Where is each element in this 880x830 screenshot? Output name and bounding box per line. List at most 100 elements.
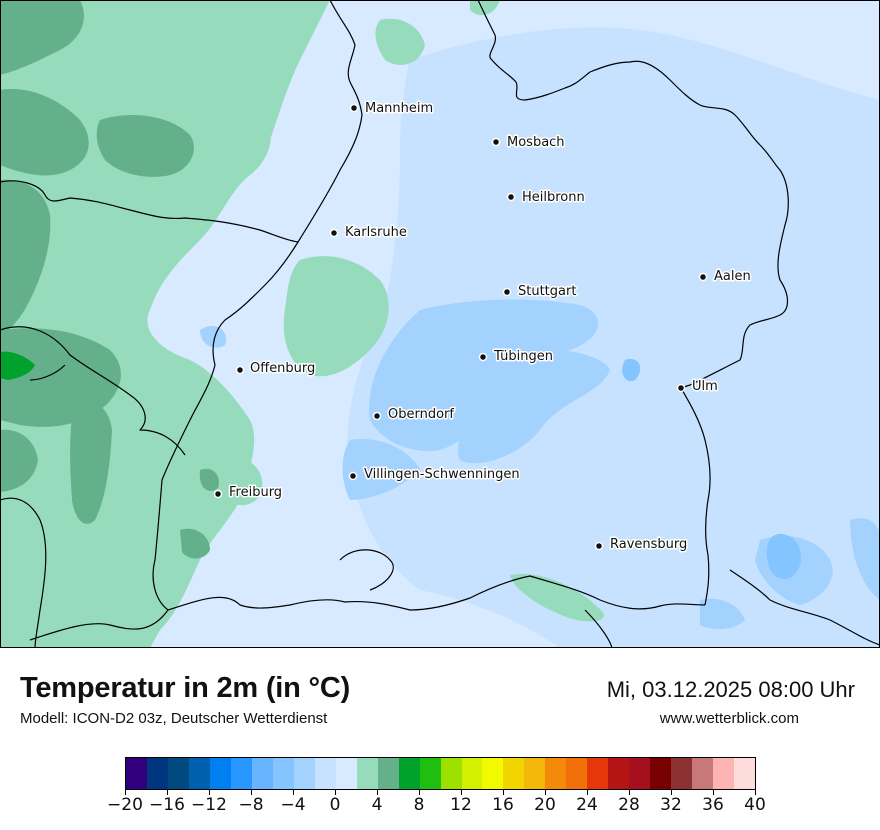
svg-text:Oberndorf: Oberndorf: [388, 407, 454, 422]
city-villingen-schwenningen: Villingen-Schwenningen: [348, 466, 521, 484]
city-stuttgart: Stuttgart: [502, 283, 578, 301]
colorbar-segment: [629, 758, 651, 789]
svg-text:Ravensburg: Ravensburg: [610, 537, 687, 552]
colorbar-segment: [692, 758, 714, 789]
colorbar-segment: [713, 758, 735, 789]
colorbar-tick-label: 32: [660, 795, 682, 815]
city-karlsruhe: Karlsruhe: [329, 224, 408, 242]
svg-text:Aalen: Aalen: [714, 269, 751, 284]
city-markers: Mannheim Mosbach Heilbronn Karlsruhe Aal…: [213, 100, 752, 554]
colorbar-segment: [272, 758, 294, 789]
colorbar-segment: [167, 758, 189, 789]
colorbar-segment: [314, 758, 336, 789]
colorbar-tick: [293, 790, 294, 795]
colorbar-tick-label: −20: [107, 795, 143, 815]
temperature-band-minus6-minus4: [622, 359, 801, 580]
colorbar-segment: [209, 758, 231, 789]
colorbar-tick-label: 40: [744, 795, 766, 815]
svg-text:Stuttgart: Stuttgart: [518, 284, 576, 299]
city-oberndorf: Oberndorf: [372, 406, 456, 424]
colorbar-segment: [734, 758, 756, 789]
temperature-colorbar: [125, 757, 756, 790]
temperature-band-minus2-0: [347, 27, 880, 648]
svg-text:Freiburg: Freiburg: [229, 485, 282, 500]
colorbar-segment: [461, 758, 483, 789]
model-source: Modell: ICON-D2 03z, Deutscher Wetterdie…: [20, 710, 328, 727]
city-mannheim: Mannheim: [349, 100, 435, 118]
colorbar-segment: [251, 758, 273, 789]
colorbar-segment: [608, 758, 630, 789]
svg-text:Heilbronn: Heilbronn: [522, 190, 585, 205]
city-ravensburg: Ravensburg: [594, 536, 689, 554]
colorbar-tick-label: 20: [534, 795, 556, 815]
city-offenburg: Offenburg: [235, 360, 317, 378]
colorbar-tick: [335, 790, 336, 795]
colorbar-tick-label: −4: [280, 795, 306, 815]
forecast-datetime: Mi, 03.12.2025 08:00 Uhr: [606, 677, 855, 702]
colorbar-segment: [671, 758, 693, 789]
colorbar-segment: [545, 758, 567, 789]
colorbar-tick-label: −16: [149, 795, 185, 815]
colorbar-tick: [125, 790, 126, 795]
colorbar-segment: [398, 758, 420, 789]
colorbar-segment: [419, 758, 441, 789]
city-mosbach: Mosbach: [491, 134, 566, 152]
colorbar-tick: [167, 790, 168, 795]
colorbar-tick-label: 12: [450, 795, 472, 815]
temperature-band-4-6: [0, 0, 219, 559]
colorbar-segment: [188, 758, 210, 789]
colorbar-tick: [251, 790, 252, 795]
colorbar-segment: [335, 758, 357, 789]
colorbar-segment: [503, 758, 525, 789]
svg-text:Mannheim: Mannheim: [365, 101, 433, 116]
colorbar-tick: [545, 790, 546, 795]
state-borders: [0, 0, 880, 648]
website-link[interactable]: www.wetterblick.com: [659, 710, 799, 727]
city-aalen: Aalen: [698, 268, 752, 286]
colorbar-tick-label: 24: [576, 795, 598, 815]
colorbar-segment: [440, 758, 462, 789]
colorbar-segment: [356, 758, 378, 789]
colorbar-tick: [671, 790, 672, 795]
city-ulm: Ulm: [676, 378, 719, 396]
colorbar-tick: [587, 790, 588, 795]
colorbar-segment: [146, 758, 168, 789]
colorbar-segment: [293, 758, 315, 789]
colorbar-tick: [209, 790, 210, 795]
colorbar-segment: [377, 758, 399, 789]
map-title: Temperatur in 2m (in °C): [20, 672, 351, 704]
colorbar-segment: [566, 758, 588, 789]
svg-text:Karlsruhe: Karlsruhe: [345, 225, 407, 240]
colorbar-tick-label: 4: [371, 795, 383, 815]
temperature-map: Mannheim Mosbach Heilbronn Karlsruhe Aal…: [0, 0, 880, 648]
colorbar-tick: [503, 790, 504, 795]
colorbar-tick: [461, 790, 462, 795]
city-tuebingen: Tübingen: [478, 348, 555, 366]
colorbar-segment: [230, 758, 252, 789]
svg-text:Ulm: Ulm: [692, 379, 718, 394]
svg-text:Tübingen: Tübingen: [493, 349, 553, 364]
colorbar-tick-label: 16: [492, 795, 514, 815]
city-heilbronn: Heilbronn: [506, 189, 586, 207]
svg-text:Mosbach: Mosbach: [507, 135, 565, 150]
colorbar-tick-label: 36: [702, 795, 724, 815]
colorbar-tick: [629, 790, 630, 795]
colorbar-tick-label: −8: [238, 795, 264, 815]
colorbar-tick: [377, 790, 378, 795]
colorbar-segment: [126, 758, 147, 789]
colorbar-tick: [755, 790, 756, 795]
city-freiburg: Freiburg: [213, 484, 284, 502]
colorbar-segment: [650, 758, 672, 789]
temperature-band-6-8: [0, 351, 35, 380]
colorbar-tick-label: 8: [413, 795, 425, 815]
colorbar-ticks: −20 −16 −12 −8 −4 0 4 8 12 16 20 24 28 32 36 40: [107, 790, 766, 830]
colorbar-tick-label: 0: [329, 795, 341, 815]
svg-text:Offenburg: Offenburg: [250, 361, 315, 376]
colorbar-tick-label: −12: [191, 795, 227, 815]
colorbar-tick: [419, 790, 420, 795]
colorbar-tick: [713, 790, 714, 795]
colorbar-tick-label: 28: [618, 795, 640, 815]
colorbar-segment: [482, 758, 504, 789]
svg-text:Villingen-Schwenningen: Villingen-Schwenningen: [364, 467, 520, 482]
colorbar-segment: [524, 758, 546, 789]
